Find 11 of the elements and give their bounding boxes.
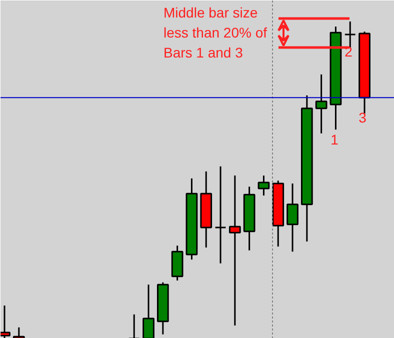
candlestick xyxy=(286,182,298,252)
candlestick xyxy=(344,20,356,48)
candlestick xyxy=(142,284,154,338)
candlestick xyxy=(228,174,241,326)
candlestick xyxy=(315,74,328,134)
annotation: 1 xyxy=(330,132,339,148)
candlestick xyxy=(258,174,270,196)
candlestick xyxy=(12,326,25,338)
annotation: Middle bar size less than 20% of Bars 1 and 3 xyxy=(164,4,268,60)
candlestick xyxy=(214,166,226,264)
annotation: 3 xyxy=(358,110,367,126)
